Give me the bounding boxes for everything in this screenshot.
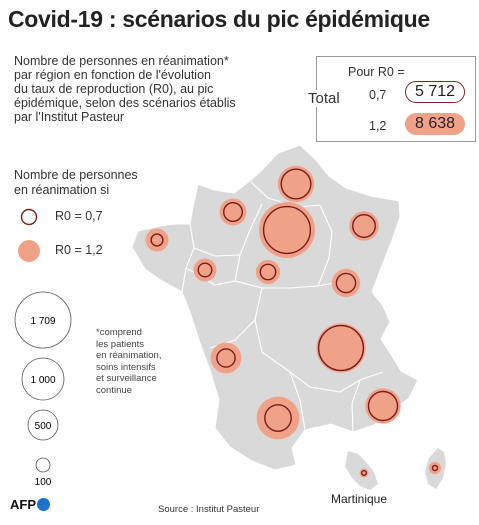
total-r07-badge: 5 712 (405, 81, 466, 103)
subtitle: Nombre de personnes en réanimation* par … (14, 54, 274, 124)
footnote: *comprend les patients en réanimation, s… (96, 327, 161, 396)
footnote-line: et surveillance (96, 373, 157, 384)
footnote-line: *comprend (96, 327, 142, 338)
bubble-r12-ile-de-france (259, 202, 315, 258)
size-legend-circle (14, 291, 72, 349)
bubble-r07-normandie (222, 201, 243, 222)
bubble-r07-corse (431, 464, 439, 472)
size-legend-label: 1 709 (30, 316, 55, 327)
bubble-r07-hauts-de-france (280, 168, 312, 200)
size-legend-label: 500 (35, 421, 52, 432)
bubble-r07-centre-val-de-loire (259, 263, 277, 281)
bubble-r07-pays-de-la-loire (197, 262, 213, 278)
total-r12-badge: 8 638 (405, 113, 466, 135)
totals-r0-value: 1,2 (369, 119, 387, 133)
region-borders (181, 181, 384, 433)
page-title: Covid-19 : scénarios du pic épidémique (8, 6, 430, 32)
size-legend: 1 709 1 000 500 100 (14, 291, 72, 488)
bubble-r07-provence-alpes-cote-d-azur (367, 390, 399, 422)
afp-logo: AFP (10, 497, 50, 512)
totals-box: Pour R0 = Total 0,7 5 712 1,2 8 638 (305, 56, 476, 142)
footnote-line: continue (96, 384, 132, 396)
bubble-layer (145, 165, 442, 478)
subtitle-line: par l'Institut Pasteur (14, 110, 125, 124)
martinique-label: Martinique (331, 492, 388, 506)
bubble-r12-corse (428, 461, 442, 475)
totals-header: Pour R0 = (348, 65, 405, 79)
bubble-r07-auvergne-rhone-alpes (317, 324, 365, 372)
bubble-r07-martinique (361, 470, 368, 477)
bubble-r12-nouvelle-aquitaine (210, 342, 242, 374)
subtitle-line: du taux de reproduction (R0), au pic (14, 82, 214, 96)
bubble-r12-hauts-de-france (277, 165, 315, 203)
legend-heading-line: Nombre de personnes (14, 168, 138, 182)
bubble-r12-grand-est (349, 211, 379, 241)
subtitle-line: Nombre de personnes en réanimation* (14, 54, 229, 68)
afp-logo-dot (37, 498, 50, 511)
footnote-line: les patients (96, 338, 145, 350)
totals-row-label: Total (305, 90, 343, 107)
bubble-r12-bretagne (145, 228, 169, 252)
france-map-shape (131, 144, 419, 471)
size-legend-circle (21, 357, 65, 401)
legend-r12-label: R0 = 1,2 (55, 243, 103, 257)
bubble-r07-grand-est (352, 213, 377, 238)
bubble-r12-martinique (359, 468, 369, 478)
bubble-r12-provence-alpes-cote-d-azur (365, 388, 401, 424)
footnote-line: soins intensifs (96, 361, 156, 373)
footnote-line: en réanimation, (96, 350, 162, 361)
legend-heading-line: en réanimation si (14, 183, 110, 197)
bubble-r12-occitanie (256, 396, 300, 440)
bubble-r07-occitanie (264, 404, 292, 432)
size-legend-circle (35, 457, 51, 473)
bubble-r12-centre-val-de-loire (255, 259, 281, 285)
subtitle-line: par région en fonction de l'évolution (14, 68, 211, 82)
legend-r07-label: R0 = 0,7 (55, 209, 103, 223)
bubble-r07-bretagne (150, 233, 164, 247)
legend-heading: Nombre de personnes en réanimation si (14, 168, 138, 198)
bubble-r07-nouvelle-aquitaine (216, 348, 236, 368)
bubble-r12-pays-de-la-loire (193, 258, 217, 282)
size-legend-label: 1 000 (30, 375, 55, 386)
bubble-r12-auvergne-rhone-alpes (316, 323, 366, 373)
afp-logo-text: AFP (10, 497, 36, 512)
size-legend-label: 100 (35, 477, 52, 488)
legend-r12-swatch (18, 240, 40, 262)
size-legend-circle (27, 409, 59, 441)
totals-r0-value: 0,7 (369, 88, 387, 102)
source-note: Source : Institut Pasteur (158, 504, 260, 515)
bubble-r07-bourgogne-franche-comte (335, 272, 357, 294)
bubble-r07-ile-de-france (262, 205, 312, 255)
subtitle-line: épidémique, selon des scénarios établis (14, 96, 236, 110)
legend-r07-swatch (20, 208, 38, 226)
